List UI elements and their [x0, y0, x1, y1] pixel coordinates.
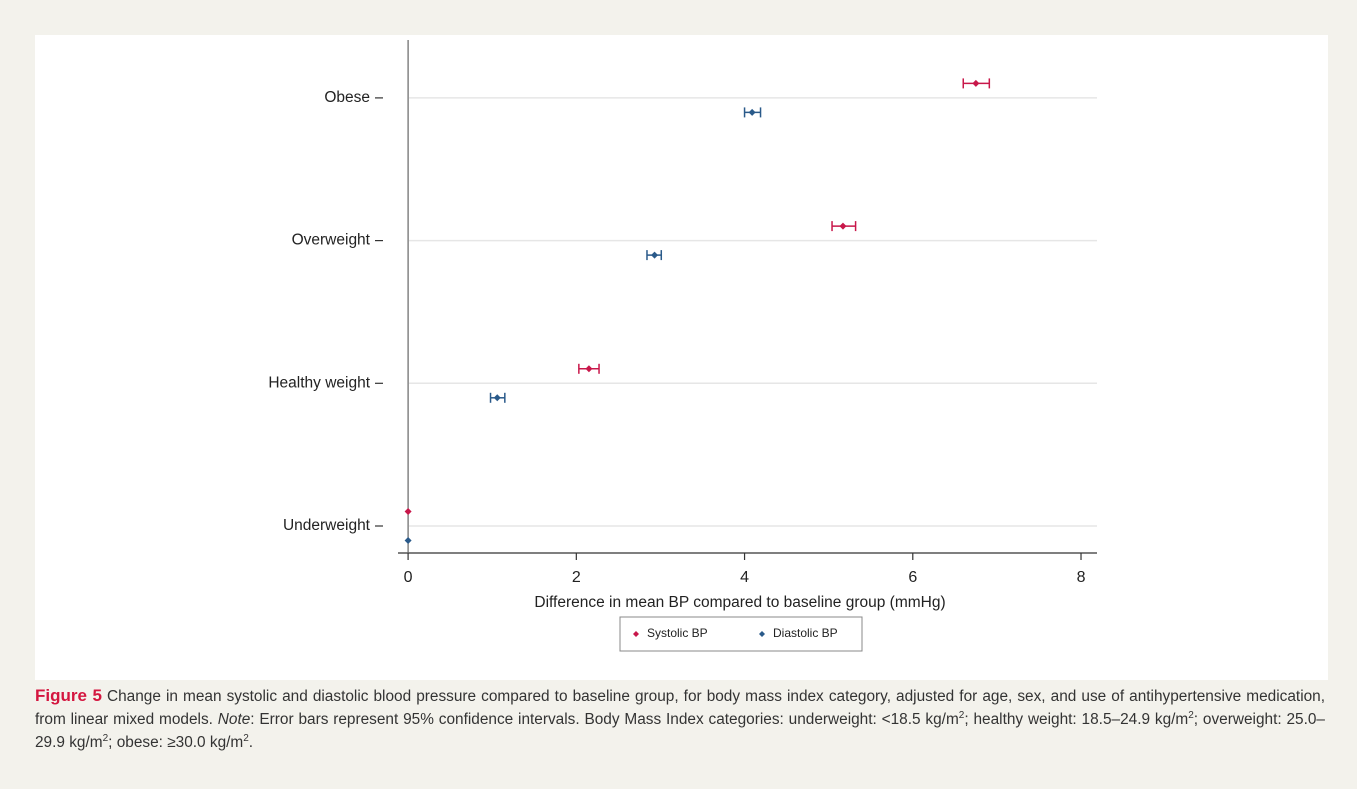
- legend-box: [619, 616, 863, 652]
- note-label: Note: [217, 711, 251, 728]
- x-tick-label: 4: [740, 569, 749, 586]
- caption-text: : Error bars represent 95% confidence in…: [250, 711, 959, 728]
- x-tick-label: 8: [1077, 569, 1086, 586]
- point: [839, 222, 847, 230]
- y-tick-label: Healthy weight: [268, 374, 370, 391]
- figure-label: Figure 5: [35, 686, 102, 705]
- caption: Figure 5 Change in mean systolic and dia…: [35, 684, 1325, 754]
- caption-text: ; healthy weight: 18.5–24.9 kg/m: [964, 711, 1189, 728]
- point: [404, 508, 412, 515]
- figure-panel: [35, 35, 1328, 680]
- point: [404, 537, 412, 544]
- point: [748, 108, 756, 116]
- point: [493, 394, 501, 402]
- chart: Difference in mean BP compared to baseli…: [268, 40, 1097, 652]
- superscript: 2: [958, 709, 965, 721]
- x-tick-label: 6: [908, 569, 917, 586]
- legend-label: Systolic BP: [647, 626, 708, 640]
- point: [585, 365, 593, 373]
- x-tick-label: 0: [404, 569, 413, 586]
- legend-marker: [633, 631, 639, 637]
- caption-text: ; obese: ≥30.0 kg/m: [108, 734, 244, 751]
- caption-text: .: [248, 734, 254, 751]
- x-axis-label: Difference in mean BP compared to baseli…: [534, 594, 945, 611]
- superscript: 2: [1188, 709, 1194, 721]
- legend-marker: [759, 631, 765, 637]
- legend-label: Diastolic BP: [773, 626, 838, 640]
- y-tick-label: Overweight: [292, 232, 371, 249]
- x-tick-label: 2: [572, 569, 581, 586]
- point: [972, 79, 980, 87]
- point: [651, 251, 659, 259]
- superscript: 2: [243, 732, 249, 744]
- y-tick-label: Obese: [324, 89, 370, 106]
- caption-text: ; overweight: 25.0–29.9 kg/m: [35, 711, 1325, 751]
- y-tick-label: Underweight: [283, 517, 371, 534]
- superscript: 2: [102, 732, 109, 744]
- caption-text: Change in mean systolic and diastolic bl…: [35, 688, 1326, 728]
